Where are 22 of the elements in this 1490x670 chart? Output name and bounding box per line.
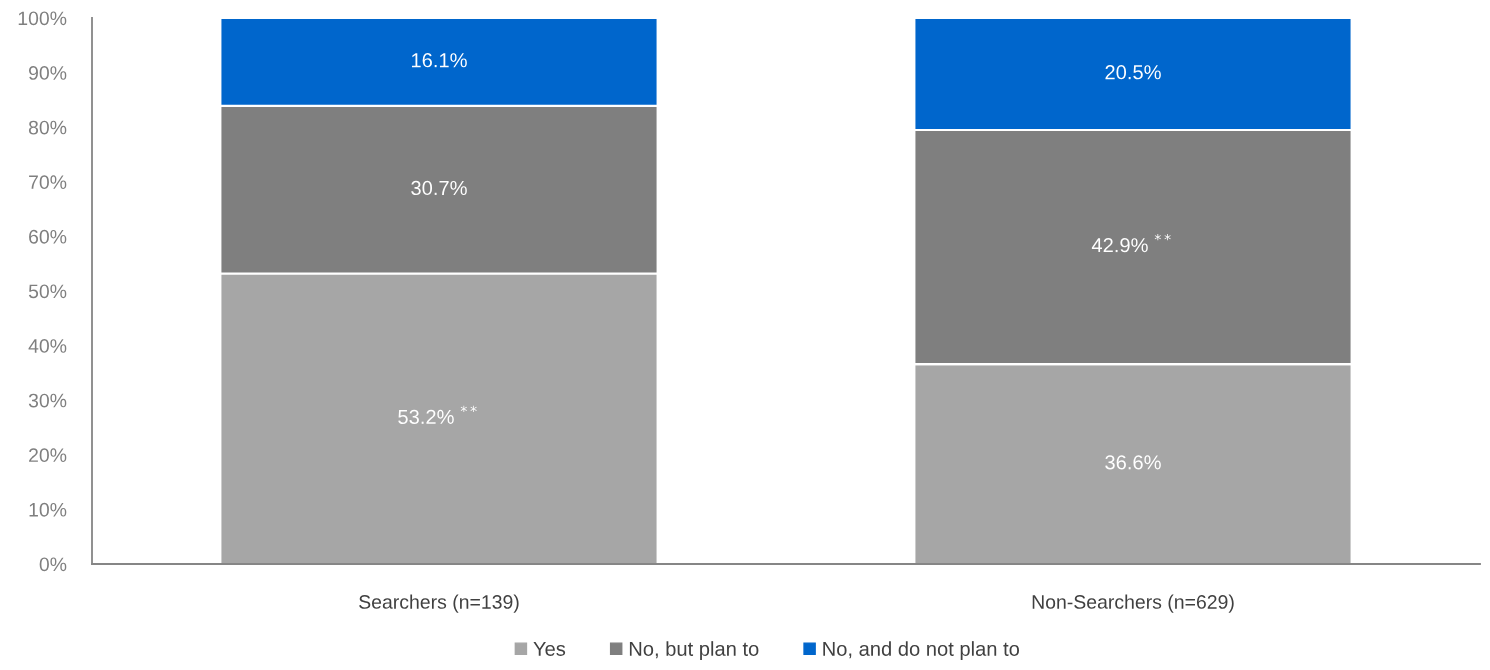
y-tick-label: 20%	[29, 448, 67, 463]
legend-label: No, and do not plan to	[823, 641, 1020, 660]
x-tick-label: Non-Searchers (n=629)	[1032, 594, 1234, 613]
y-tick-label: 90%	[29, 66, 67, 80]
y-tick-label: 80%	[28, 120, 67, 135]
data-label: 16.1%	[411, 53, 467, 68]
y-tick-label: 100%	[18, 11, 67, 26]
legend-label: No, but plan to	[629, 641, 759, 660]
legend-label: Yes	[533, 641, 566, 656]
y-tick-label: 10%	[29, 502, 67, 517]
data-label: 30.7%	[411, 180, 467, 196]
data-label: 42.9% $^{**}$	[1091, 233, 1171, 253]
data-label: 20.5%	[1105, 65, 1161, 80]
data-label: 36.6%	[1105, 455, 1161, 470]
y-tick-label: 40%	[28, 339, 67, 353]
data-label: 53.2% $^{**}$	[398, 405, 477, 425]
x-tick-label: Searchers (n=139)	[359, 594, 519, 613]
y-tick-label: 60%	[29, 229, 67, 244]
y-tick-label: 0%	[39, 557, 67, 572]
y-tick-label: 30%	[28, 393, 67, 408]
y-tick-label: 70%	[29, 175, 67, 190]
y-tick-label: 50%	[28, 284, 67, 299]
